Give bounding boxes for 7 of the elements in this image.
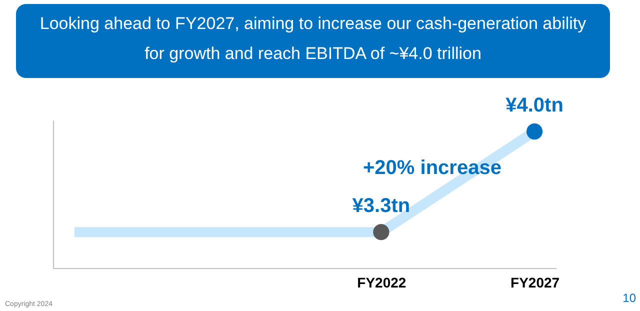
data-label: ¥4.0tn <box>506 94 564 116</box>
annotation: +20% increase <box>363 157 502 179</box>
x-tick-label: FY2027 <box>510 274 560 290</box>
data-label: ¥3.3tn <box>352 195 410 218</box>
chart-title: Looking ahead to FY2027, aiming to increase our cash-generation ability for growth and reach EBITDA of ~¥4.0 trillion <box>40 14 587 63</box>
text: 10 <box>622 291 636 305</box>
x-tick-label: FY2022 <box>357 274 406 290</box>
